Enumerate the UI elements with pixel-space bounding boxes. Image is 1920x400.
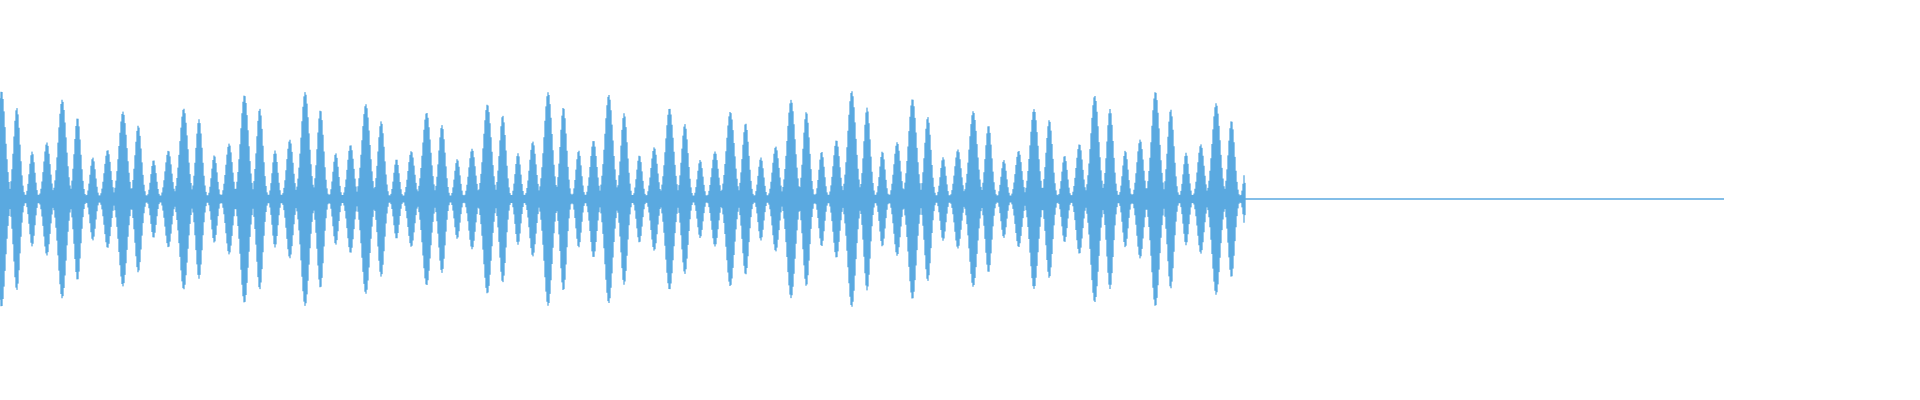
waveform [0,91,1246,307]
